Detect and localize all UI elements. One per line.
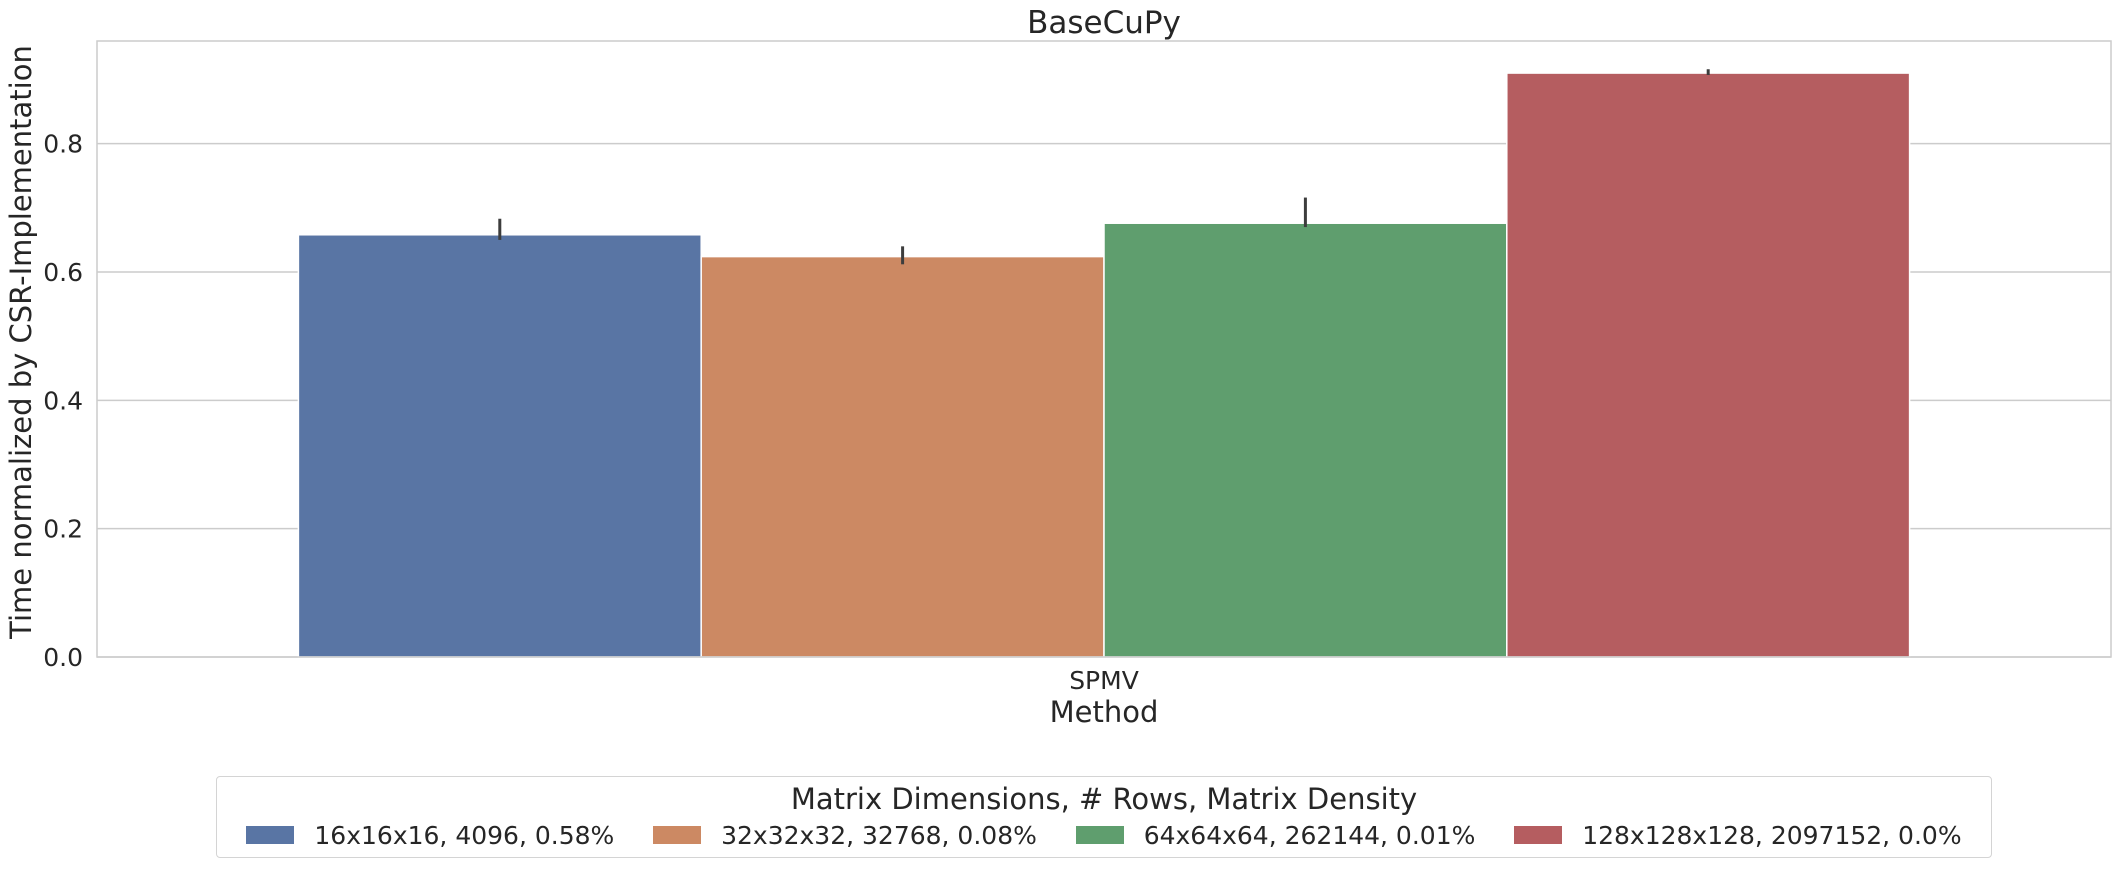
legend-item: 16x16x16, 4096, 0.58%	[246, 821, 614, 850]
legend-item: 32x32x32, 32768, 0.08%	[653, 821, 1037, 850]
legend-title: Matrix Dimensions, # Rows, Matrix Densit…	[790, 782, 1418, 816]
y-axis-label: Time normalized by CSR-Implementation	[4, 45, 38, 640]
legend-swatch	[1075, 826, 1124, 844]
legend-swatch	[653, 826, 702, 844]
legend-label: 32x32x32, 32768, 0.08%	[721, 820, 1037, 850]
bar-series-4	[1506, 72, 1911, 658]
legend-label: 64x64x64, 262144, 0.01%	[1143, 820, 1476, 850]
legend-item: 128x128x128, 2097152, 0.0%	[1514, 820, 1962, 850]
plot-frame	[96, 40, 2112, 658]
legend-swatch	[246, 826, 295, 844]
bar-series-3	[1103, 222, 1508, 658]
y-tick-label: 0.6	[43, 258, 83, 287]
legend-label: 16x16x16, 4096, 0.58%	[314, 820, 615, 850]
legend-label: 128x128x128, 2097152, 0.0%	[1582, 820, 1962, 850]
bar-series-2	[700, 255, 1105, 658]
y-tick-label: 0.2	[43, 515, 83, 544]
y-tick-label: 0.8	[43, 130, 83, 159]
y-tick-label: 0.0	[43, 643, 83, 672]
legend-swatch	[1514, 826, 1563, 844]
legend-items: 16x16x16, 4096, 0.58% 32x32x32, 32768, 0.…	[227, 820, 1981, 850]
y-tick-labels: 0.0 0.2 0.4 0.6 0.8	[43, 130, 83, 672]
legend: Matrix Dimensions, # Rows, Matrix Densit…	[216, 776, 1992, 858]
legend-item: 64x64x64, 262144, 0.01%	[1075, 820, 1476, 850]
x-axis-label: Method	[1050, 695, 1159, 729]
y-tick-label: 0.4	[43, 386, 83, 415]
chart-title: BaseCuPy	[1027, 5, 1181, 41]
error-bars	[498, 69, 1710, 265]
bar-series-1	[297, 234, 702, 658]
x-tick-label: SPMV	[1069, 666, 1139, 695]
bars	[297, 72, 1911, 658]
x-tick-labels: SPMV	[1069, 666, 1139, 695]
